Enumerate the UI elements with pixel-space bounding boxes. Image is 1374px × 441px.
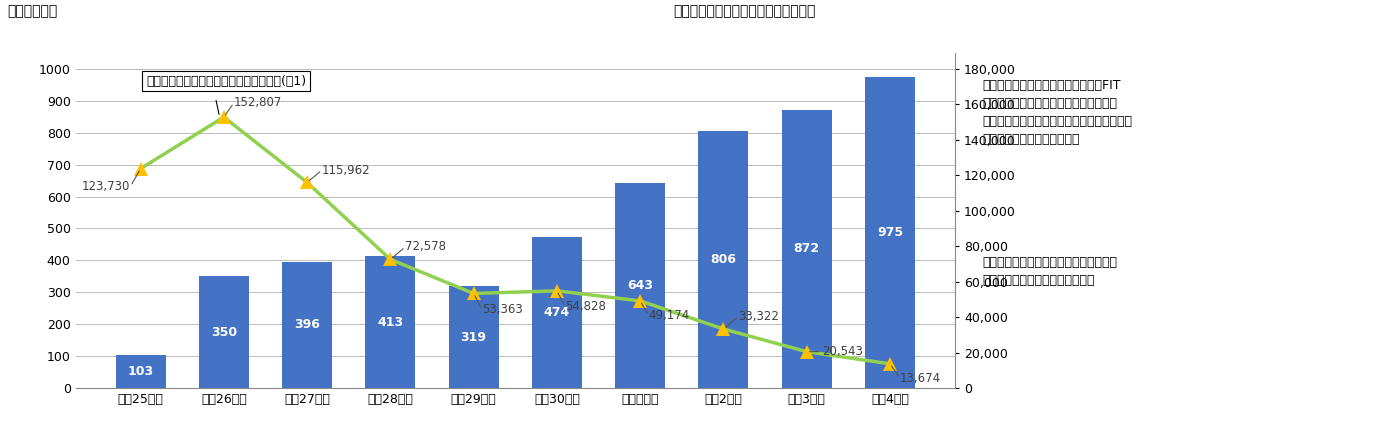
Text: 49,174: 49,174: [649, 309, 690, 321]
Text: （注２）過年度分の実績についても精査
　を行い、数値を修正している。: （注２）過年度分の実績についても精査 を行い、数値を修正している。: [982, 256, 1117, 287]
Bar: [698, 131, 749, 388]
Bar: [449, 286, 499, 388]
Text: 123,730: 123,730: [82, 180, 131, 193]
Text: （許可件数）: （許可件数）: [7, 4, 58, 19]
Text: 20,543: 20,543: [822, 345, 863, 358]
Text: 319: 319: [460, 331, 486, 344]
Bar: [616, 183, 665, 388]
Text: 115,962: 115,962: [322, 164, 371, 176]
Text: 103: 103: [128, 365, 154, 378]
Bar: [365, 256, 415, 388]
Text: 54,828: 54,828: [565, 300, 606, 313]
Text: 872: 872: [794, 243, 820, 255]
Text: 53,363: 53,363: [482, 303, 522, 316]
Bar: [199, 277, 249, 388]
Text: 396: 396: [294, 318, 320, 331]
Text: （太陽光設備（非住宅）の導入件数）: （太陽光設備（非住宅）の導入件数）: [673, 4, 816, 19]
Text: 474: 474: [544, 306, 570, 319]
Bar: [115, 355, 165, 388]
Text: 33,322: 33,322: [738, 310, 779, 323]
Text: （注１）経済産業省資料（電源別のFIT
　認定量・導入量の「設備導入量（運転
　を開始したもの）」のうち、「太陽光（非
　住宅）」の件数を抜粋。）: （注１）経済産業省資料（電源別のFIT 認定量・導入量の「設備導入量（運転 を開…: [982, 79, 1132, 146]
Text: 643: 643: [627, 279, 653, 292]
Text: 413: 413: [378, 316, 404, 329]
Text: 806: 806: [710, 253, 736, 266]
Bar: [866, 77, 915, 388]
Text: 152,807: 152,807: [234, 97, 282, 109]
Text: 【参考】太陽光設備（非住宅）導入件数(注1): 【参考】太陽光設備（非住宅）導入件数(注1): [146, 75, 306, 88]
Text: 13,674: 13,674: [900, 371, 941, 385]
Text: 350: 350: [210, 326, 236, 339]
Bar: [782, 110, 831, 388]
Text: 975: 975: [877, 226, 903, 239]
Text: 72,578: 72,578: [405, 240, 447, 254]
Bar: [282, 262, 333, 388]
Bar: [532, 237, 581, 388]
